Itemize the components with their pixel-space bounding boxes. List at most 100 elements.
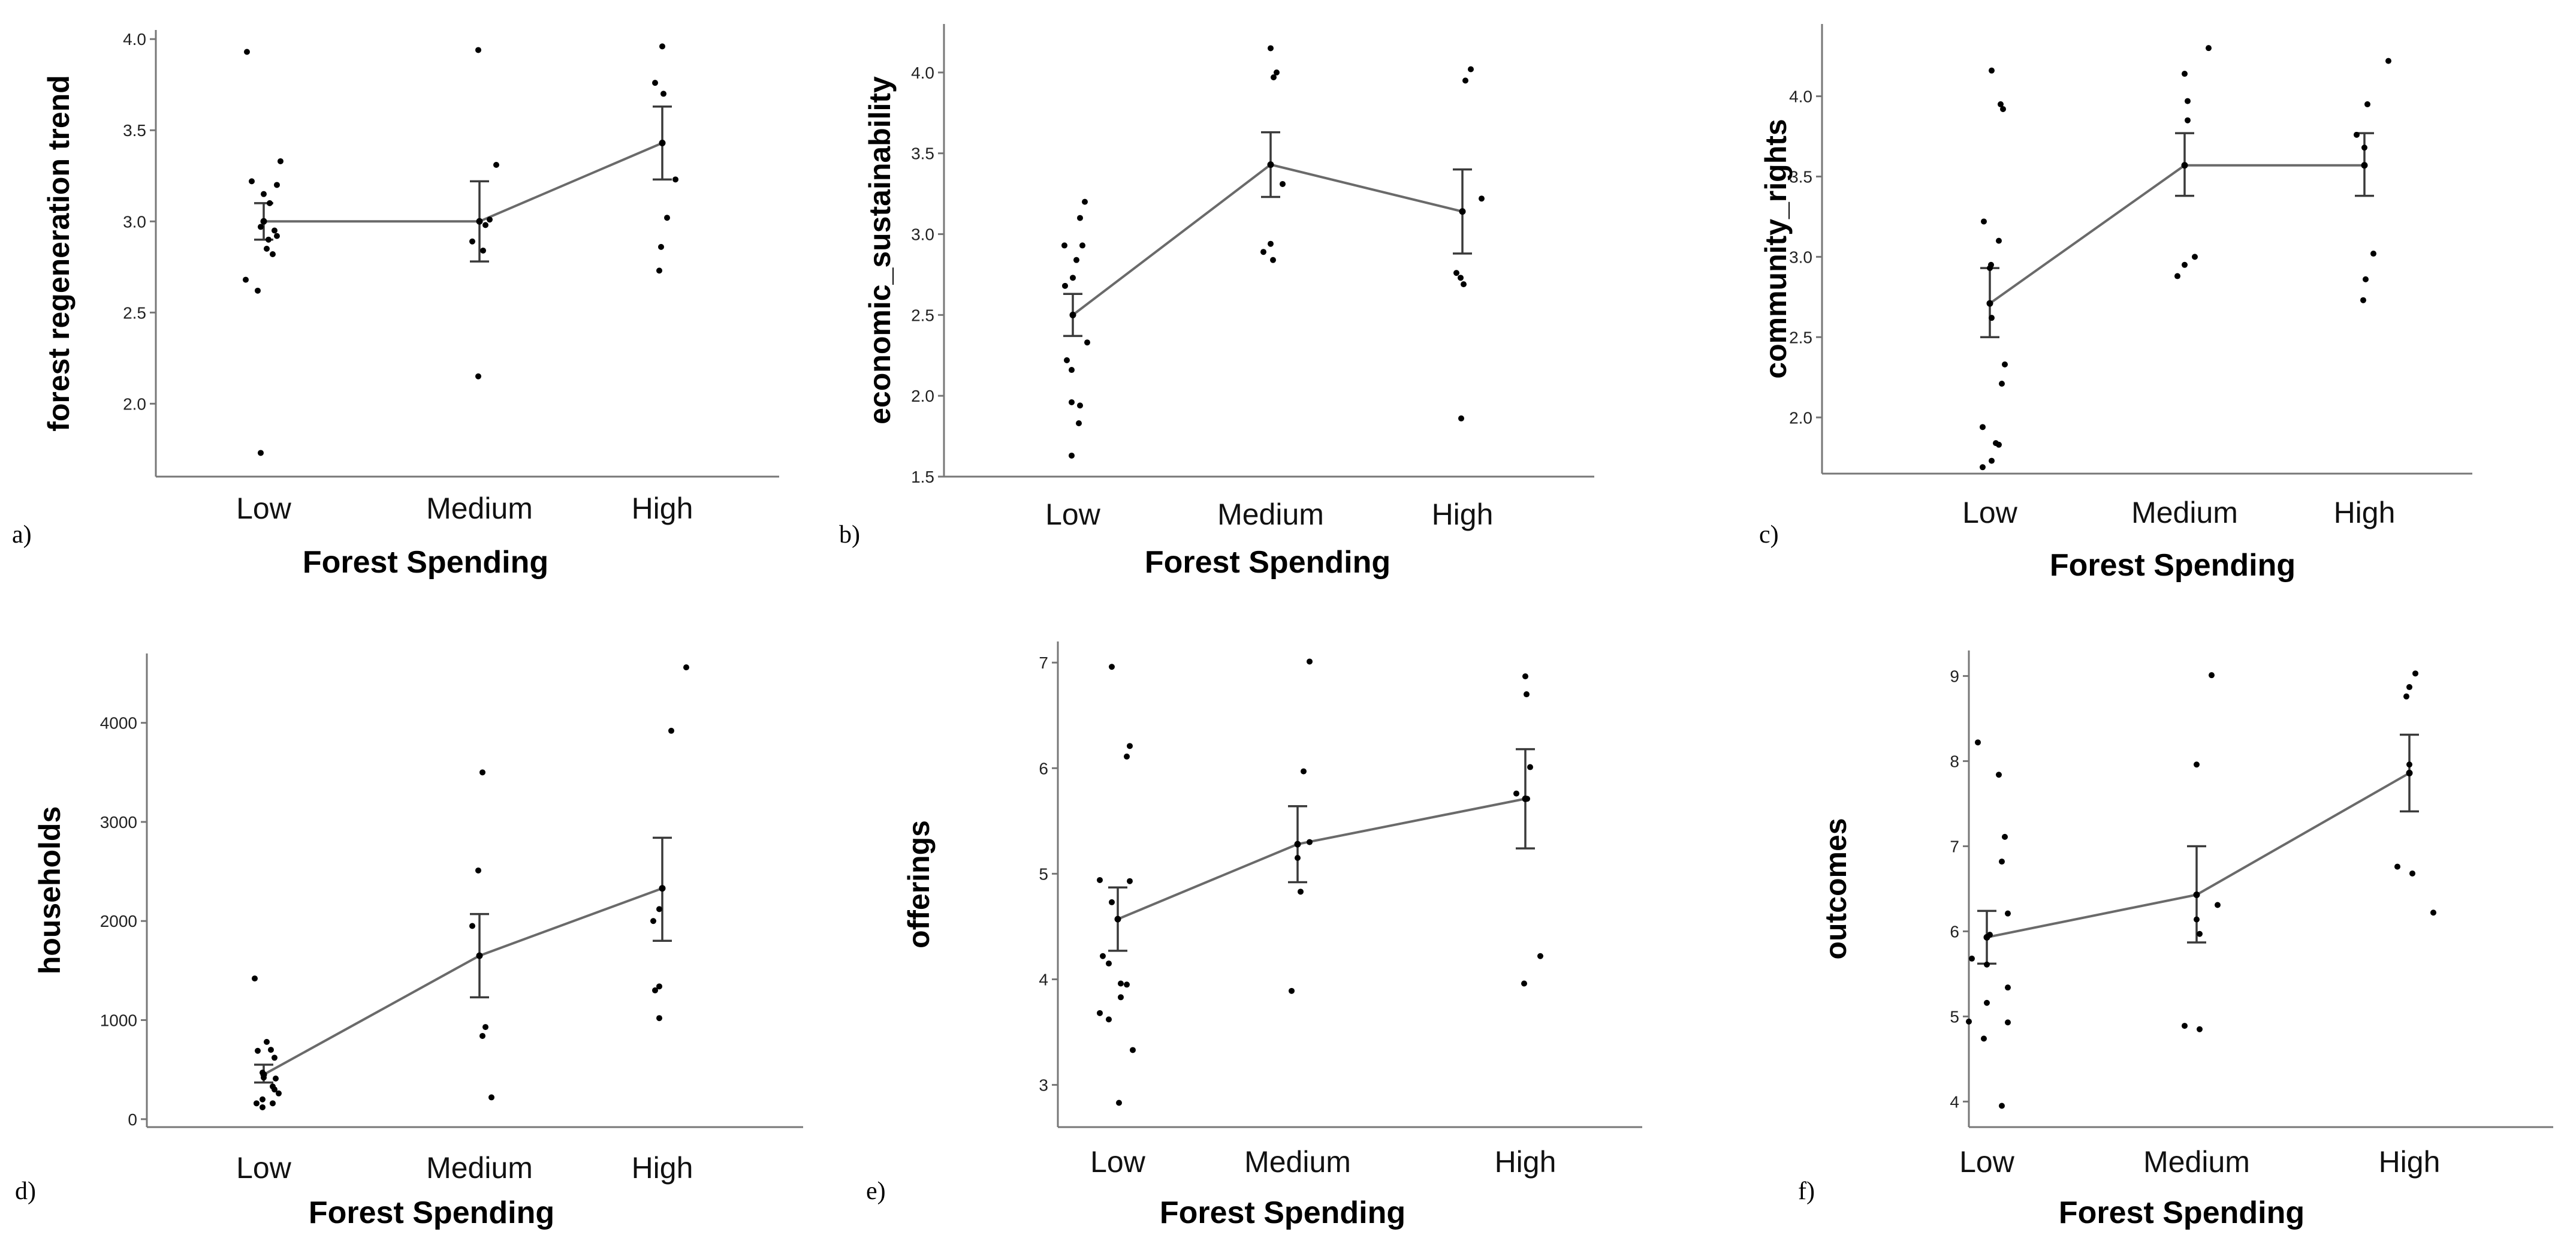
- data-point: [1124, 981, 1130, 988]
- y-tick-label: 1.5: [911, 468, 934, 486]
- data-point: [1271, 74, 1277, 80]
- data-point: [1106, 1016, 1112, 1023]
- data-point: [664, 215, 670, 221]
- data-point: [1462, 77, 1468, 84]
- data-point: [479, 769, 485, 776]
- mean-point: [2181, 162, 2188, 169]
- y-tick-label: 4.0: [1789, 88, 1812, 106]
- y-axis-title: economic_sustainability: [863, 76, 897, 424]
- data-point: [1109, 664, 1115, 670]
- x-category-label: Low: [1962, 496, 2018, 529]
- panel-letter: b): [839, 521, 860, 549]
- data-point: [1513, 790, 1519, 797]
- y-axis-title: forest regeneration trend: [42, 75, 76, 432]
- data-point: [1097, 1010, 1103, 1016]
- data-point: [1077, 215, 1083, 221]
- panel-letter: a): [12, 521, 32, 549]
- data-point: [1280, 180, 1286, 187]
- data-point: [1996, 441, 2002, 448]
- data-point: [652, 987, 658, 993]
- mean-trend-line: [1117, 797, 1526, 920]
- data-point: [488, 1094, 494, 1101]
- data-point: [2185, 98, 2191, 104]
- data-point: [1069, 367, 1075, 374]
- data-point: [261, 1074, 267, 1081]
- x-axis-title: Forest Spending: [2059, 1195, 2304, 1230]
- data-point: [1966, 1018, 1972, 1025]
- data-point: [260, 1104, 266, 1110]
- mean-point: [1986, 300, 1993, 307]
- data-point: [1268, 45, 1274, 52]
- data-point: [2430, 909, 2436, 916]
- data-point: [273, 1076, 279, 1082]
- data-point: [480, 247, 486, 254]
- x-category-label: High: [2334, 496, 2396, 529]
- data-point: [656, 267, 662, 274]
- data-point: [2412, 670, 2418, 677]
- y-tick-label: 5: [1039, 865, 1048, 883]
- y-tick-label: 3.0: [1789, 248, 1812, 266]
- data-point: [1984, 999, 1990, 1006]
- y-tick-label: 9: [1950, 667, 1959, 686]
- data-point: [1980, 464, 1986, 471]
- data-point: [1084, 339, 1090, 346]
- data-point: [1270, 257, 1276, 263]
- data-point: [1127, 743, 1133, 749]
- data-point: [1989, 315, 1995, 321]
- x-category-label: Medium: [2143, 1145, 2250, 1179]
- y-axis-title: outcomes: [1819, 818, 1853, 959]
- data-point: [270, 1100, 276, 1107]
- x-category-label: Low: [1959, 1145, 2015, 1179]
- data-point: [2370, 251, 2376, 257]
- data-point: [2185, 117, 2191, 124]
- data-point: [2192, 254, 2198, 260]
- data-point: [2363, 276, 2369, 282]
- data-point: [1981, 218, 1987, 225]
- mean-point: [476, 218, 483, 225]
- y-axis-title: community_rights: [1759, 119, 1793, 378]
- data-point: [650, 918, 656, 924]
- data-point: [1295, 854, 1301, 861]
- data-point: [1127, 878, 1133, 884]
- data-point: [1062, 282, 1068, 289]
- data-point: [2403, 693, 2409, 700]
- x-category-label: Medium: [1244, 1145, 1351, 1179]
- data-point: [1076, 420, 1082, 427]
- data-point: [1524, 691, 1530, 698]
- data-point: [660, 91, 666, 97]
- mean-trend-line: [264, 141, 663, 223]
- y-tick-label: 4: [1950, 1092, 1959, 1111]
- mean-trend-line: [1989, 164, 2364, 305]
- mean-point: [2361, 162, 2368, 169]
- data-point: [1987, 932, 1993, 938]
- data-point: [1109, 899, 1115, 905]
- data-point: [268, 1047, 274, 1053]
- data-point: [254, 1100, 260, 1107]
- data-point: [1527, 764, 1533, 770]
- data-point: [1458, 275, 1464, 281]
- y-tick-label: 4.0: [911, 64, 934, 82]
- data-point: [1999, 859, 2005, 865]
- x-axis-title: Forest Spending: [303, 545, 548, 580]
- data-point: [475, 867, 481, 874]
- data-point: [656, 906, 662, 912]
- y-axis-title: households: [33, 806, 67, 975]
- data-point: [272, 1086, 277, 1093]
- data-point: [1981, 1035, 1987, 1042]
- x-category-label: High: [632, 1151, 693, 1185]
- data-point: [2005, 984, 2011, 991]
- x-category-label: Medium: [426, 1151, 533, 1185]
- mean-point: [476, 952, 483, 959]
- data-point: [1998, 101, 2004, 107]
- data-point: [272, 1055, 277, 1061]
- data-point: [2002, 833, 2008, 840]
- data-point: [249, 178, 255, 185]
- data-point: [2197, 930, 2203, 937]
- y-tick-label: 7: [1039, 653, 1048, 672]
- y-tick-label: 6: [1039, 759, 1048, 778]
- data-point: [1307, 839, 1313, 845]
- mean-trend-line: [1072, 163, 1463, 316]
- y-tick-label: 1000: [100, 1011, 137, 1030]
- data-point: [1996, 237, 2002, 244]
- x-category-label: Low: [1045, 498, 1101, 531]
